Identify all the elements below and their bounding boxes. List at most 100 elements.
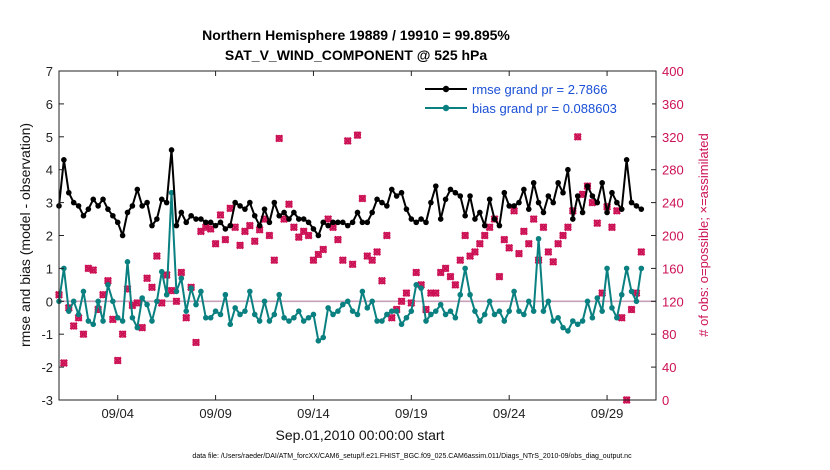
bias-point xyxy=(193,301,199,308)
bias-point xyxy=(80,288,87,295)
rmse-point xyxy=(295,216,302,222)
rmse-point xyxy=(286,216,292,222)
y-tick-label: 7 xyxy=(46,64,53,79)
y-axis-label: rmse and bias (model - observation) xyxy=(17,123,33,347)
bias-point xyxy=(467,291,473,298)
obs-count-point xyxy=(206,224,215,233)
bias-point xyxy=(163,291,170,298)
bias-point xyxy=(154,298,160,305)
obs-count-point xyxy=(387,313,396,322)
rmse-point xyxy=(491,216,498,222)
obs-count-point xyxy=(348,260,357,269)
obs-count-point xyxy=(539,223,548,232)
rmse-point xyxy=(437,216,444,222)
series-layer xyxy=(56,147,645,344)
rmse-point xyxy=(183,219,190,226)
rmse-point xyxy=(418,216,424,222)
rmse-point xyxy=(462,212,468,219)
rmse-point xyxy=(638,206,645,212)
rmse-point xyxy=(198,216,204,222)
bias-point xyxy=(379,318,385,324)
obs-count-point xyxy=(353,131,362,140)
rmse-point xyxy=(516,199,522,206)
y-tick-label: 0 xyxy=(46,294,53,309)
rmse-point xyxy=(369,209,375,216)
obs-count-point xyxy=(456,256,465,265)
y2-tick-label: 200 xyxy=(662,229,684,244)
obs-count-point xyxy=(338,256,347,265)
x-tick-label: 09/09 xyxy=(199,406,232,421)
x-tick-label: 09/04 xyxy=(101,406,134,421)
rmse-point xyxy=(364,219,371,226)
y-tick-label: 6 xyxy=(46,97,53,112)
obs-count-point xyxy=(446,272,455,281)
rmse-point xyxy=(452,189,459,196)
obs-count-point xyxy=(524,239,533,248)
obs-count-point xyxy=(554,239,563,248)
y-tick-label: 3 xyxy=(46,196,53,211)
rmse-point xyxy=(75,203,82,209)
rmse-point xyxy=(628,199,635,206)
rmse-point xyxy=(247,199,253,206)
bias-point xyxy=(589,314,596,321)
obs-count-point xyxy=(270,256,279,265)
rmse-point xyxy=(305,219,312,226)
rmse-point xyxy=(70,199,77,206)
bias-point xyxy=(286,318,292,324)
rmse-point xyxy=(535,199,542,206)
bias-point xyxy=(158,268,165,275)
bias-point xyxy=(359,288,366,295)
bias-point xyxy=(237,311,243,318)
bias-point xyxy=(609,305,615,311)
obs-count-point xyxy=(182,313,191,322)
bias-point xyxy=(364,305,371,311)
obs-count-point xyxy=(333,235,342,244)
rmse-point xyxy=(271,199,278,206)
rmse-point xyxy=(212,222,219,229)
obs-count-point xyxy=(118,330,127,339)
bias-point xyxy=(119,318,126,324)
bias-point xyxy=(198,288,204,295)
rmse-point xyxy=(124,209,131,216)
y2-tick-label: 400 xyxy=(662,64,684,79)
rmse-point xyxy=(144,199,150,206)
legend-box xyxy=(420,76,652,118)
bias-point xyxy=(565,328,571,334)
bias-point xyxy=(173,288,180,295)
bias-point xyxy=(550,318,557,324)
bias-point xyxy=(134,324,141,331)
bias-point xyxy=(511,288,517,295)
rmse-point xyxy=(154,216,160,222)
rmse-point xyxy=(574,193,581,199)
y-tick-label: 4 xyxy=(46,163,53,178)
x-axis-label: Sep.01,2010 00:00:00 start xyxy=(276,427,445,443)
bias-point xyxy=(90,321,97,328)
rmse-point xyxy=(207,219,214,226)
bias-point xyxy=(300,318,307,324)
bias-point xyxy=(477,318,483,324)
rmse-point xyxy=(359,219,366,226)
obs-count-point xyxy=(382,231,391,240)
obs-count-point xyxy=(593,219,602,228)
rmse-point xyxy=(222,226,229,232)
bias-point xyxy=(486,298,493,305)
rmse-point xyxy=(472,216,478,222)
rmse-point xyxy=(237,203,243,209)
obs-count-point xyxy=(500,235,509,244)
rmse-point xyxy=(232,199,238,206)
data-file-footer: data file: /Users/raeder/DAI/ATM_forcXX/… xyxy=(192,453,632,460)
y2-tick-label: 320 xyxy=(662,130,684,145)
bias-point xyxy=(124,259,131,265)
bias-point xyxy=(614,314,620,321)
bias-point xyxy=(403,314,410,321)
bias-point xyxy=(599,308,605,314)
bias-point xyxy=(398,321,405,328)
bias-point xyxy=(384,311,390,318)
rmse-point xyxy=(589,193,596,199)
rmse-point xyxy=(530,180,537,186)
rmse-point xyxy=(251,212,258,219)
rmse-point xyxy=(521,186,527,193)
bias-point xyxy=(555,314,561,321)
rmse-point xyxy=(633,203,640,209)
rmse-point xyxy=(139,203,145,209)
